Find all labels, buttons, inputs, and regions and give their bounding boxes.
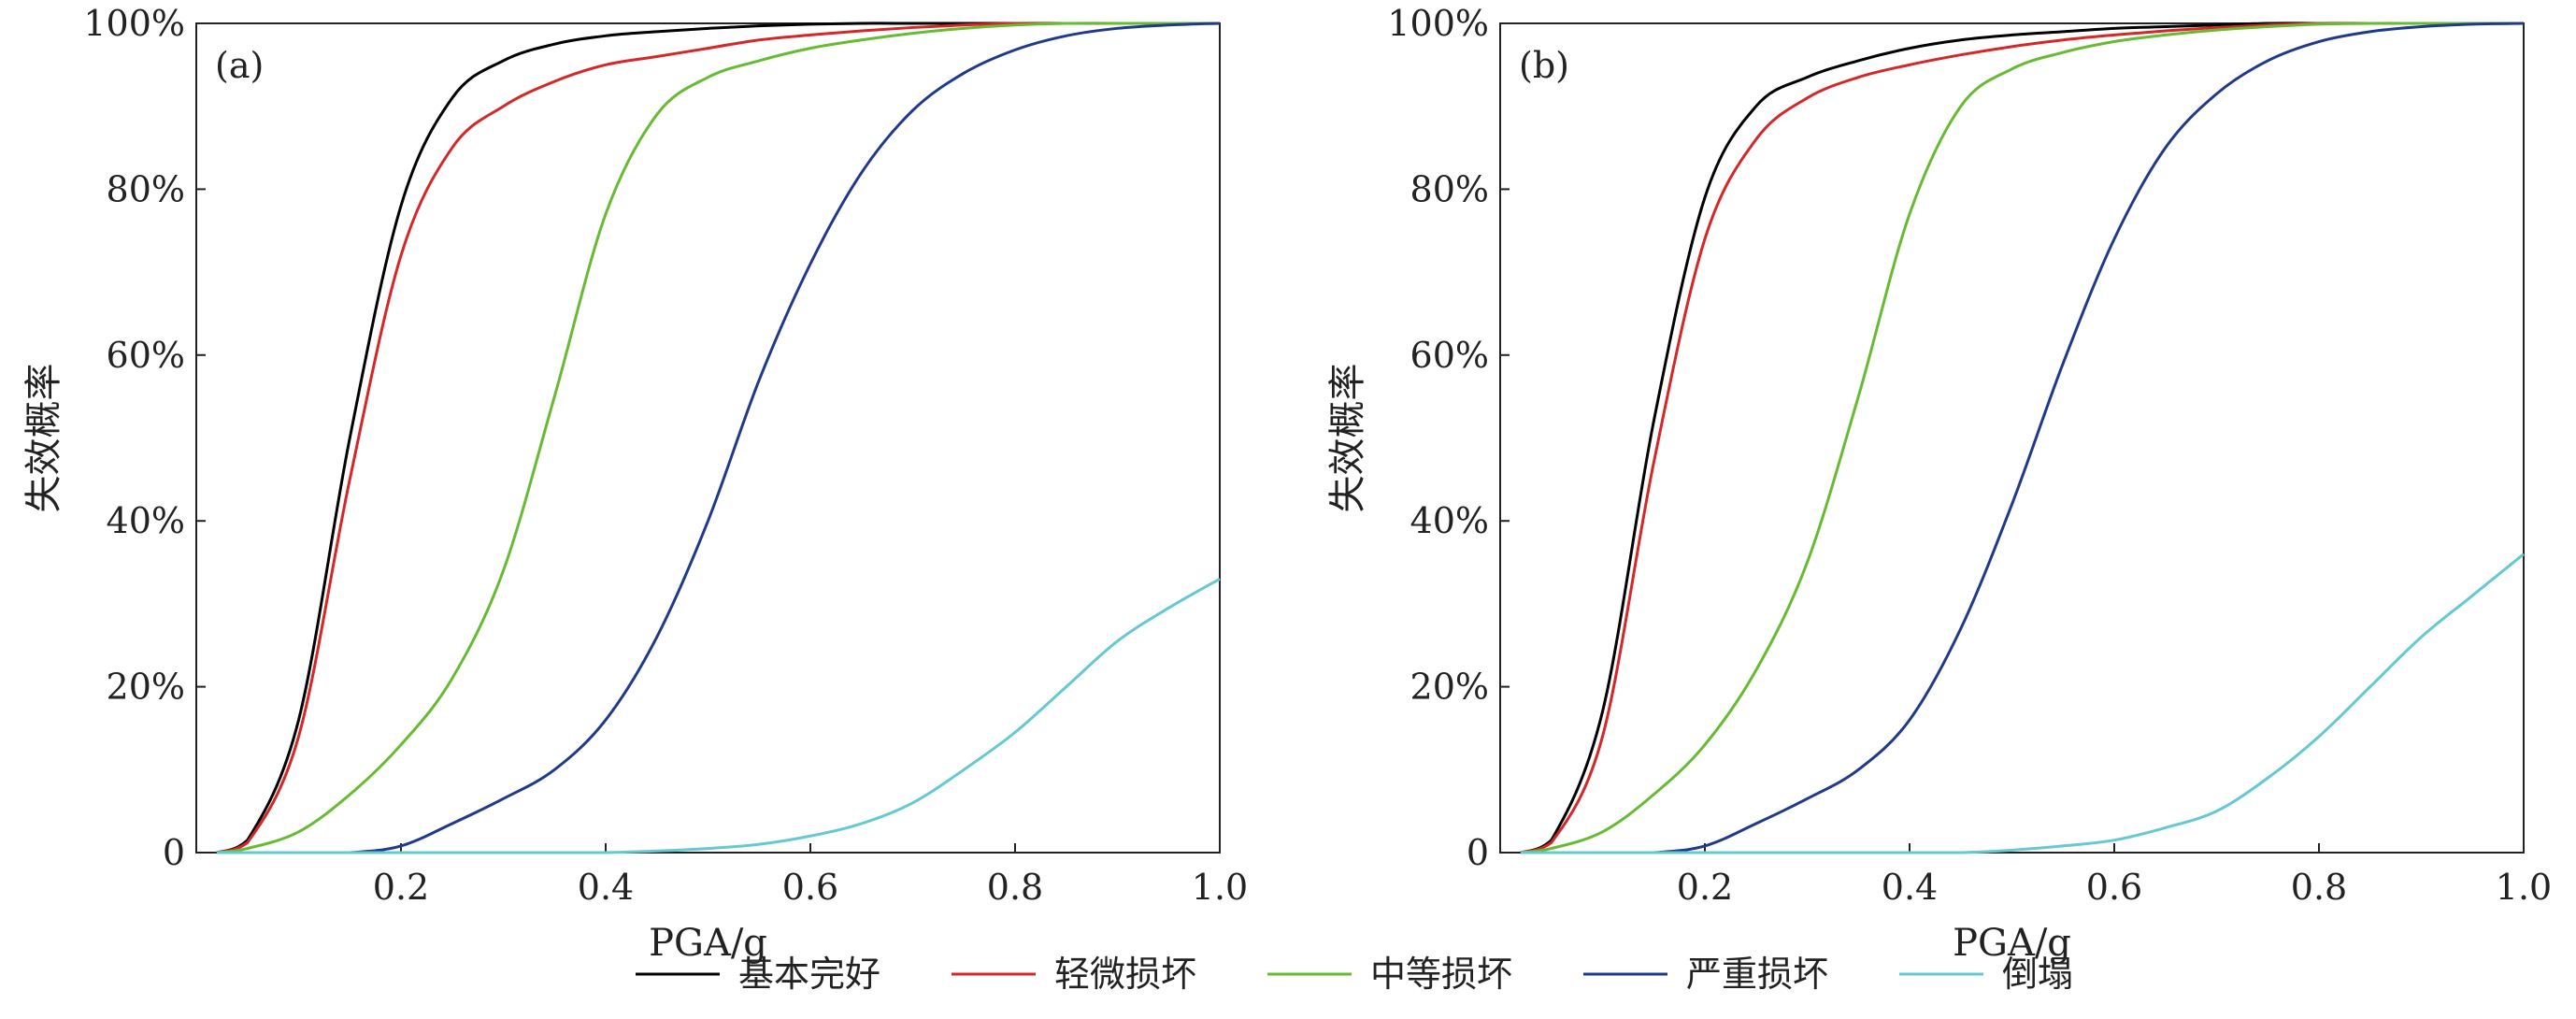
y-tick-label: 80% bbox=[107, 168, 185, 209]
x-tick-label: 0.2 bbox=[373, 867, 429, 908]
series-line-1 bbox=[1520, 22, 2524, 854]
x-tick-label: 1.0 bbox=[2496, 867, 2552, 908]
panel-0: 0.2 0.4 0.6 0.8 1.0 0 20% 40% 60% 80% 100% PGA/g 失效概… bbox=[22, 3, 1248, 965]
series-line-2 bbox=[1520, 22, 2524, 854]
legend-label-1: 轻微损坏 bbox=[1054, 954, 1196, 995]
x-tick-label: 0.8 bbox=[2291, 867, 2347, 908]
x-axis-label: PGA/g bbox=[1953, 922, 2071, 965]
series-line-1 bbox=[216, 22, 1220, 854]
x-tick-label: 0.8 bbox=[987, 867, 1043, 908]
y-tick-label: 20% bbox=[107, 667, 185, 708]
series-line-4 bbox=[216, 577, 1221, 854]
y-tick-label: 40% bbox=[1410, 500, 1489, 541]
x-tick-label: 1.0 bbox=[1192, 867, 1248, 908]
panel-label: (b) bbox=[1519, 45, 1569, 86]
legend-label-0: 基本完好 bbox=[738, 954, 880, 995]
x-tick-label: 0.4 bbox=[578, 867, 634, 908]
y-tick-label: 40% bbox=[107, 500, 185, 541]
legend: 基本完好 轻微损坏 中等损坏 严重损坏 倒塌 bbox=[636, 954, 2073, 995]
y-tick-label: 0 bbox=[163, 832, 185, 873]
legend-label-3: 严重损坏 bbox=[1686, 954, 1828, 995]
y-tick-label: 100% bbox=[1387, 3, 1489, 44]
series-line-3 bbox=[216, 22, 1221, 854]
y-tick-label: 60% bbox=[107, 335, 185, 376]
series-line-2 bbox=[216, 22, 1220, 854]
y-axis-label: 失效概率 bbox=[22, 364, 65, 513]
y-tick-label: 100% bbox=[83, 3, 185, 44]
series-line-3 bbox=[1520, 22, 2525, 854]
y-tick-label: 0 bbox=[1467, 832, 1489, 873]
y-tick-label: 20% bbox=[1410, 667, 1489, 708]
series-line-0 bbox=[216, 22, 1220, 854]
panel-label: (a) bbox=[215, 45, 264, 86]
x-axis-label: PGA/g bbox=[649, 922, 767, 965]
legend-label-4: 倒塌 bbox=[2002, 954, 2073, 995]
plot-frame bbox=[1499, 22, 2525, 854]
panel-1: 0.2 0.4 0.6 0.8 1.0 0 20% 40% 60% 80% 100% PGA/g 失效概… bbox=[1326, 3, 2552, 965]
x-tick-label: 0.6 bbox=[2086, 867, 2142, 908]
y-axis-label: 失效概率 bbox=[1326, 364, 1369, 513]
series-line-4 bbox=[1520, 553, 2525, 854]
y-tick-label: 80% bbox=[1410, 168, 1489, 209]
series-line-0 bbox=[1520, 22, 2524, 854]
x-tick-label: 0.6 bbox=[782, 867, 838, 908]
x-tick-label: 0.2 bbox=[1677, 867, 1733, 908]
y-tick-label: 60% bbox=[1410, 335, 1489, 376]
legend-label-2: 中等损坏 bbox=[1370, 954, 1512, 995]
x-tick-label: 0.4 bbox=[1882, 867, 1938, 908]
plot-frame bbox=[195, 22, 1221, 854]
